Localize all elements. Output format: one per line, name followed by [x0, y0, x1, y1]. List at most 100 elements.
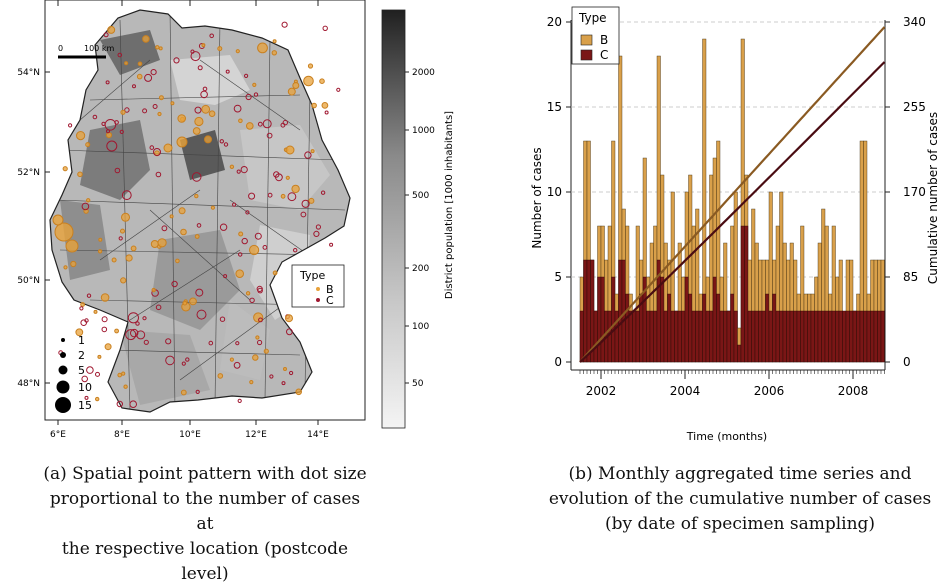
map-legend-b-dot	[316, 287, 320, 291]
case-point-b	[235, 269, 244, 279]
bar-c	[817, 310, 822, 363]
case-point-c	[282, 119, 288, 126]
case-point-b	[120, 277, 127, 284]
case-point-c	[245, 93, 252, 101]
case-point-b	[194, 116, 204, 127]
bar-c	[635, 310, 640, 363]
bar-c	[712, 276, 717, 363]
size-legend-15: 15	[78, 399, 92, 412]
bar-c	[653, 310, 658, 363]
bar-c	[831, 310, 836, 363]
size-legend-2: 2	[78, 349, 85, 362]
case-point-c	[150, 69, 157, 76]
x-tick-label: 2006	[754, 384, 785, 398]
case-point-b	[97, 354, 102, 359]
case-point-c	[195, 288, 204, 297]
case-point-c	[86, 293, 92, 298]
case-point-b	[249, 244, 260, 256]
caption-a-line-2: proportional to the number of cases at	[49, 489, 361, 534]
case-point-c	[116, 400, 124, 408]
case-point-b	[245, 291, 251, 296]
bar-c	[740, 225, 745, 363]
chart-legend: Type B C	[571, 6, 620, 65]
case-point-c	[200, 90, 208, 99]
right-ticks: 0 85 170 255 340	[885, 15, 926, 369]
right-tick-label: 0	[903, 355, 911, 369]
case-point-b	[120, 109, 126, 115]
case-point-c	[245, 210, 250, 215]
bar-c	[677, 310, 682, 363]
case-point-b	[180, 228, 187, 236]
case-point-b	[246, 122, 254, 130]
bar-c	[695, 310, 700, 363]
chart-legend-title: Type	[578, 11, 607, 25]
case-point-c	[149, 145, 155, 150]
bar-c	[821, 310, 826, 363]
cb-tick-100: 100	[412, 322, 429, 332]
case-point-b	[291, 184, 300, 194]
case-point-c	[262, 119, 272, 129]
case-point-c	[262, 245, 268, 250]
case-point-b	[189, 297, 197, 306]
right-tick-label: 255	[903, 100, 926, 114]
lon-10: 10°E	[179, 430, 201, 440]
case-point-c	[289, 370, 294, 376]
case-point-c	[195, 389, 200, 394]
case-point-b	[75, 328, 84, 337]
bar-c	[618, 259, 623, 363]
case-point-c	[190, 51, 201, 62]
case-point-b	[169, 214, 174, 219]
bar-c	[859, 310, 864, 363]
case-point-b	[201, 104, 211, 114]
x-axis-label: Time (months)	[686, 430, 767, 443]
y-tick-label: 20	[547, 15, 562, 29]
bar-c	[849, 310, 854, 363]
bar-c	[789, 310, 794, 363]
case-point-b	[175, 258, 180, 264]
case-point-c	[196, 309, 207, 320]
case-point-c	[171, 280, 178, 288]
case-point-b	[311, 102, 317, 109]
bar-c	[768, 310, 773, 363]
case-point-c	[266, 132, 273, 139]
case-point-c	[273, 171, 280, 178]
figure: 0 100 km 54°N 52°N 50°N 48°N 6°E 8°E 10°…	[17, 0, 940, 443]
case-point-c	[153, 148, 161, 156]
case-point-c	[84, 318, 89, 323]
case-point-b	[111, 257, 117, 263]
case-point-b	[98, 237, 103, 242]
case-point-b	[158, 46, 163, 51]
case-point-b	[182, 300, 188, 306]
case-point-c	[248, 192, 256, 200]
case-point-c	[127, 312, 139, 324]
case-point-c	[155, 304, 162, 311]
case-point-b	[80, 302, 85, 307]
bar-c	[772, 293, 777, 363]
case-point-b	[229, 357, 234, 362]
case-point-b	[285, 145, 295, 155]
case-point-c	[165, 338, 172, 345]
case-point-c	[155, 171, 162, 178]
case-point-c	[238, 252, 243, 257]
bar-c	[880, 310, 885, 363]
lon-6: 6°E	[50, 430, 66, 440]
lat-54: 54°N	[17, 68, 40, 78]
lon-12: 12°E	[245, 430, 267, 440]
case-point-b	[310, 149, 315, 154]
bar-c	[754, 310, 759, 363]
bar-c	[877, 310, 882, 363]
bar-c	[597, 276, 602, 363]
case-point-b	[157, 111, 162, 117]
timeseries-panel: 0 5 10 15 20 0 85 170 255 340 2002 2004 2006 2008 N…	[530, 6, 940, 443]
cb-tick-50: 50	[412, 379, 424, 389]
case-points	[52, 21, 341, 409]
case-point-b	[285, 314, 293, 323]
case-point-b	[107, 25, 116, 34]
case-point-c	[196, 223, 202, 228]
case-point-c	[322, 25, 328, 31]
case-point-c	[281, 381, 286, 386]
case-point-c	[281, 21, 288, 28]
lon-axis: 6°E 8°E 10°E 12°E 14°E	[50, 0, 329, 440]
case-point-c	[173, 57, 180, 64]
map-legend-c: C	[326, 294, 334, 307]
